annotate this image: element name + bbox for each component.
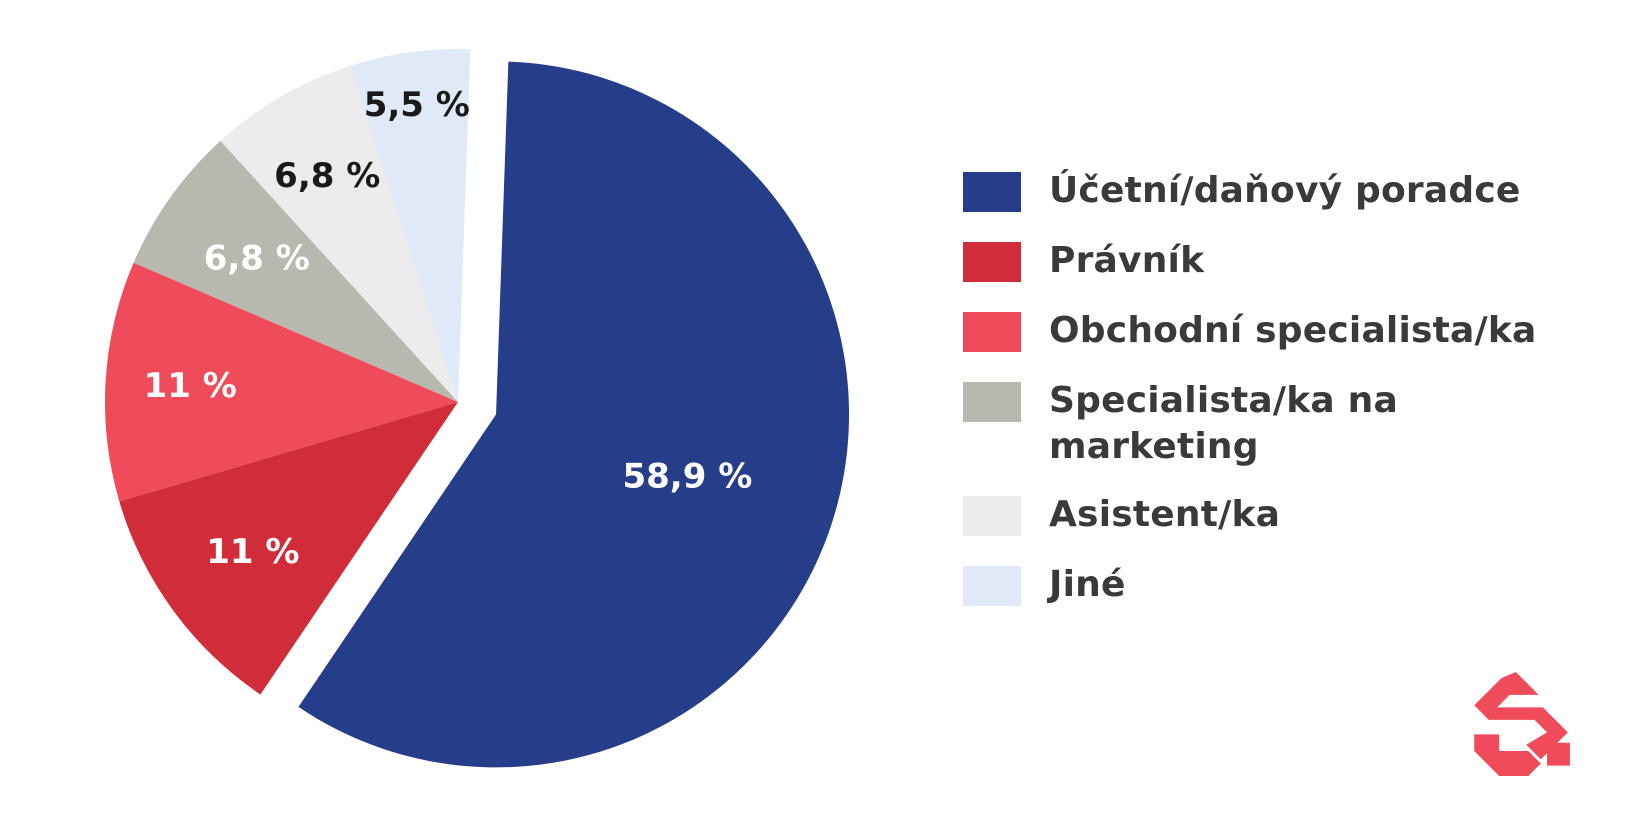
legend-label: Jiné: [1049, 564, 1126, 605]
pie-slice: [119, 402, 459, 695]
pie-value-label: 5,5 %: [364, 85, 470, 125]
pie-slice: [220, 65, 458, 403]
pie-slice: [133, 140, 458, 402]
legend-label: Specialista/ka na marketing: [1049, 380, 1398, 467]
legend-label: Účetní/daňový poradce: [1049, 170, 1521, 211]
pie-value-label: 11 %: [206, 532, 299, 572]
legend-label: Právník: [1049, 240, 1205, 281]
legend-label: Obchodní specialista/ka: [1049, 310, 1537, 351]
pie-slice: [105, 262, 459, 502]
legend-item-asistent: Asistent/ka: [963, 492, 1603, 538]
pie-value-label: 58,9 %: [622, 457, 752, 497]
legend-swatch: [963, 172, 1021, 212]
legend-swatch: [963, 242, 1021, 282]
legend-swatch: [963, 312, 1021, 352]
legend-swatch: [963, 496, 1021, 536]
pie-value-label: 6,8 %: [274, 156, 380, 196]
pie-slice: [298, 61, 850, 768]
pie-slice: [350, 49, 471, 403]
pie-value-label: 6,8 %: [204, 239, 310, 279]
legend-item-obchodni: Obchodní specialista/ka: [963, 308, 1603, 354]
brand-logo-icon: [1474, 672, 1570, 776]
legend-item-ucetni: Účetní/daňový poradce: [963, 168, 1603, 214]
legend-item-jine: Jiné: [963, 562, 1603, 608]
pie-value-label: 11 %: [144, 366, 237, 406]
legend-label: Asistent/ka: [1049, 494, 1281, 535]
legend-item-pravnik: Právník: [963, 238, 1603, 284]
legend-swatch: [963, 382, 1021, 422]
pie-slices: [105, 49, 850, 768]
pie-value-labels: 58,9 % 11 % 11 % 6,8 % 6,8 % 5,5 %: [144, 85, 753, 572]
legend-swatch: [963, 566, 1021, 606]
chart-legend: Účetní/daňový poradce Právník Obchodní s…: [963, 168, 1603, 632]
legend-item-marketing: Specialista/ka na marketing: [963, 378, 1603, 470]
